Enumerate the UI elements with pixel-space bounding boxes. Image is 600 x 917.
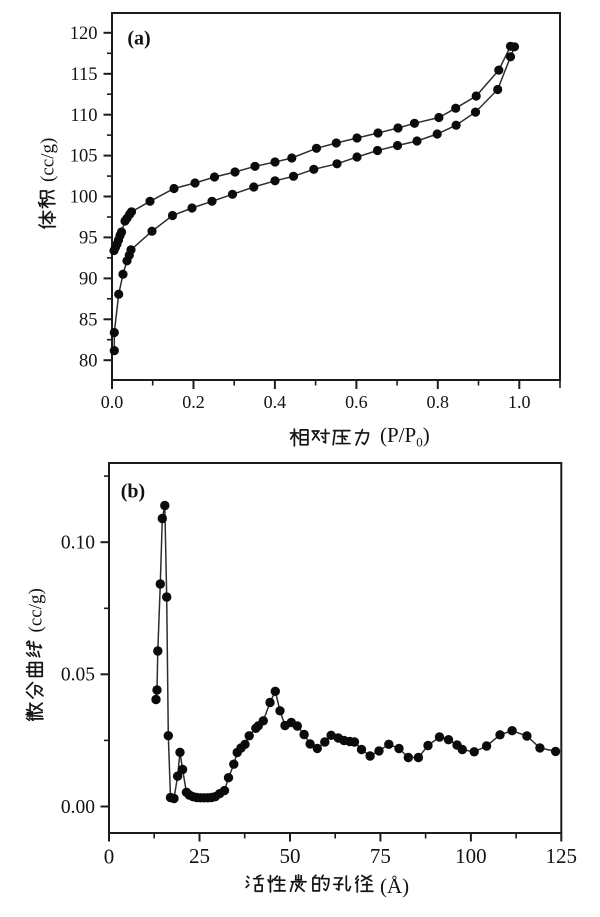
svg-text:120: 120 <box>70 24 98 44</box>
svg-text:0.4: 0.4 <box>264 392 287 412</box>
svg-text:(P/P0): (P/P0) <box>380 423 430 450</box>
svg-text:0: 0 <box>104 845 115 869</box>
svg-text:0.0: 0.0 <box>101 392 124 412</box>
svg-text:75: 75 <box>370 844 391 868</box>
svg-text:95: 95 <box>79 229 98 249</box>
svg-text:50: 50 <box>280 844 301 868</box>
svg-text:80: 80 <box>79 351 98 371</box>
svg-text:25: 25 <box>189 844 210 868</box>
svg-text:(cc/g): (cc/g) <box>38 138 59 182</box>
svg-text:115: 115 <box>70 65 97 85</box>
svg-text:100: 100 <box>455 844 487 868</box>
svg-text:0.6: 0.6 <box>345 392 368 412</box>
svg-text:0.10: 0.10 <box>61 533 95 554</box>
svg-text:0.00: 0.00 <box>61 797 95 818</box>
svg-text:0.8: 0.8 <box>427 392 450 412</box>
svg-text:0.05: 0.05 <box>61 665 95 686</box>
svg-text:(a): (a) <box>127 28 150 50</box>
svg-text:(cc/g): (cc/g) <box>26 588 47 632</box>
svg-text:100: 100 <box>70 188 98 208</box>
svg-text:85: 85 <box>79 310 98 330</box>
svg-text:110: 110 <box>70 106 97 126</box>
svg-text:(Å): (Å) <box>380 874 409 898</box>
svg-text:(b): (b) <box>121 481 145 503</box>
svg-text:0.2: 0.2 <box>182 392 205 412</box>
svg-text:125: 125 <box>546 844 578 868</box>
svg-text:90: 90 <box>79 270 98 290</box>
svg-text:105: 105 <box>70 147 98 167</box>
svg-text:1.0: 1.0 <box>508 392 531 412</box>
